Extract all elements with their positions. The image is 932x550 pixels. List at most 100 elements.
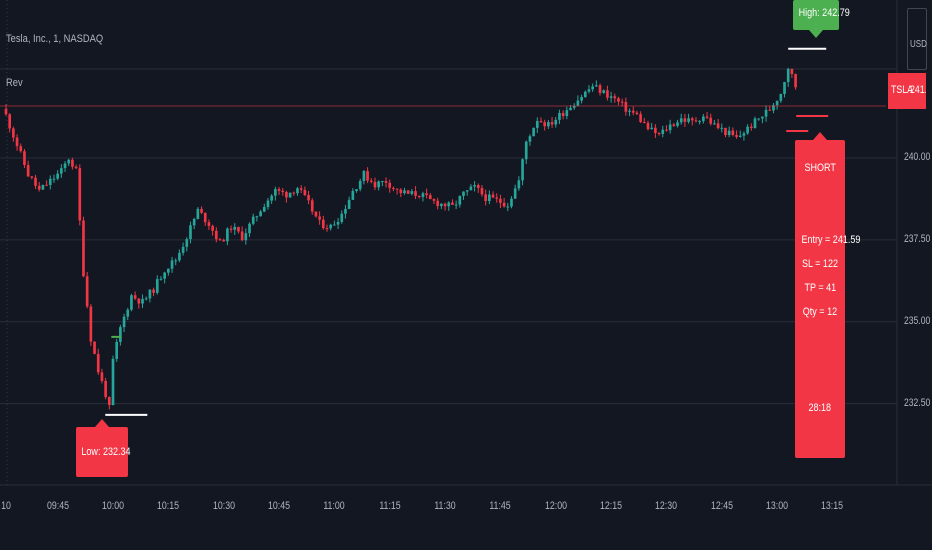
- candle-body: [576, 100, 580, 106]
- candle-body: [314, 211, 318, 217]
- candle-body: [82, 220, 85, 277]
- candle-body: [410, 191, 414, 194]
- candle-body: [277, 189, 281, 191]
- candle-body: [749, 126, 753, 129]
- candle-body: [8, 114, 12, 129]
- candle-body: [159, 278, 163, 280]
- candle-body: [189, 225, 192, 240]
- candle-body: [532, 127, 535, 137]
- grid-lines: [0, 0, 897, 485]
- candle-body: [488, 194, 491, 202]
- candle-body: [458, 195, 462, 205]
- candle-body: [521, 159, 524, 181]
- candle-body: [513, 188, 517, 199]
- candle-body: [344, 208, 347, 214]
- candle-body: [255, 216, 259, 218]
- currency-selector[interactable]: USD: [907, 8, 927, 70]
- candle-body: [351, 190, 355, 200]
- candle-body: [266, 200, 270, 208]
- candle-body: [67, 159, 71, 164]
- candle-body: [650, 127, 654, 130]
- candle-body: [783, 82, 786, 95]
- candle-body: [148, 289, 152, 299]
- candle-body: [476, 185, 480, 188]
- candle-body: [192, 218, 196, 226]
- candle-body: [550, 122, 554, 125]
- time-tick-label: 10:00: [101, 500, 125, 512]
- price-tick-label: 240.00: [904, 151, 931, 164]
- candle-body: [436, 200, 440, 207]
- last-price-tag: TSLA 241.55: [888, 73, 926, 109]
- candle-body: [465, 190, 469, 192]
- candle-body: [71, 159, 74, 167]
- high-label: High: 242.79: [793, 0, 850, 38]
- candle-body: [554, 119, 558, 125]
- candle-body: [572, 105, 576, 108]
- candle-body: [340, 213, 344, 222]
- currency-label: USD: [910, 39, 927, 50]
- candle-body: [469, 186, 473, 191]
- candle-body: [384, 180, 388, 183]
- candle-body: [613, 96, 617, 99]
- candle-body: [214, 230, 218, 240]
- candle-body: [724, 127, 727, 136]
- candle-body: [115, 341, 119, 359]
- candle-body: [325, 228, 329, 230]
- candle-body: [104, 380, 107, 397]
- price-tag-value: 241.55: [910, 84, 926, 96]
- trade-side-text: SHORT: [804, 162, 836, 174]
- candle-body: [388, 182, 392, 188]
- candle-body: [668, 124, 672, 131]
- candle-body: [665, 129, 668, 131]
- candle-body: [4, 108, 8, 115]
- candle-body: [624, 101, 628, 112]
- candle-body: [259, 211, 262, 217]
- candle-body: [690, 118, 694, 121]
- high-label-text: High: 242.79: [798, 7, 850, 19]
- candle-body: [281, 190, 285, 193]
- candle-body: [558, 112, 561, 120]
- candle-body: [34, 177, 37, 186]
- candle-body: [229, 228, 233, 230]
- candle-body: [355, 189, 358, 191]
- candle-body: [480, 187, 484, 195]
- candle-body: [635, 112, 639, 115]
- candle-body: [517, 180, 521, 189]
- candle-body: [12, 128, 15, 138]
- candle-body: [207, 222, 211, 226]
- candle-body: [144, 298, 148, 300]
- time-tick-label: 11:45: [489, 500, 512, 512]
- candle-body: [85, 276, 89, 307]
- low-label-text: Low: 232.34: [81, 446, 131, 458]
- candle-body: [237, 226, 240, 232]
- candle-body: [735, 135, 738, 137]
- time-tick-label: 10:15: [157, 500, 180, 512]
- candle-body: [727, 130, 731, 136]
- candle-body: [26, 164, 30, 177]
- candle-body: [683, 118, 687, 122]
- candle-body: [595, 85, 598, 87]
- candle-body: [155, 279, 159, 293]
- time-tick-label: 12:15: [600, 500, 623, 512]
- candle-body: [203, 212, 207, 223]
- candle-body: [233, 226, 237, 230]
- indicator-name[interactable]: Rev: [6, 77, 23, 89]
- candle-body: [399, 189, 403, 194]
- candle-body: [731, 130, 735, 136]
- trade-take-profit-text: TP = 41: [804, 282, 836, 294]
- candle-body: [642, 121, 646, 123]
- candle-body: [244, 233, 248, 241]
- price-tick-label: 235.00: [904, 314, 931, 327]
- candle-body: [620, 101, 624, 103]
- candle-body: [609, 96, 613, 98]
- trade-stop-loss-text: SL = 122: [801, 258, 839, 270]
- candle-body: [78, 168, 82, 221]
- candle-body: [373, 181, 377, 188]
- candle-body: [631, 110, 635, 113]
- candle-body: [56, 173, 59, 179]
- time-tick-label: 09:45: [46, 500, 69, 512]
- symbol-title[interactable]: Tesla, Inc., 1, NASDAQ: [6, 33, 104, 45]
- candle-body: [48, 178, 52, 185]
- candle-body: [52, 178, 56, 180]
